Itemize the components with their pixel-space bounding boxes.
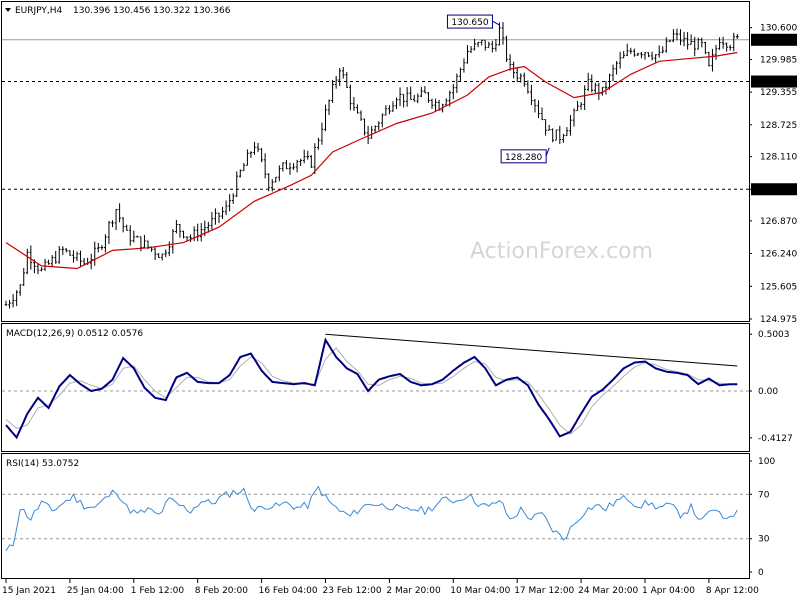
last-price-label: 130.366 xyxy=(757,36,794,46)
rsi-axis-label: 100 xyxy=(758,457,775,467)
price-axis-label: 126.240 xyxy=(760,249,797,259)
level-price-badge xyxy=(751,183,797,196)
price-axis-label: 130.600 xyxy=(760,24,797,34)
price-annotation-label: 128.280 xyxy=(505,153,542,163)
rsi-axis-label: 0 xyxy=(758,568,764,578)
macd-axis-label: 0.5003 xyxy=(758,330,790,340)
price-axis-label: 124.975 xyxy=(760,315,797,325)
price-title: EURJPY,H4 xyxy=(15,6,63,16)
x-axis-label: 24 Mar 20:00 xyxy=(578,586,638,596)
price-annotation-box xyxy=(500,149,547,164)
price-axis-label: 129.985 xyxy=(760,56,797,66)
price-axis-label: 129.355 xyxy=(760,88,797,98)
watermark: ActionForex.com xyxy=(470,239,653,264)
level-price-label: 127.480 xyxy=(757,185,794,195)
price-panel xyxy=(1,1,750,322)
price-axis-label: 125.605 xyxy=(760,282,797,292)
macd-title: MACD(12,26,9) 0.0512 0.0576 xyxy=(6,329,143,339)
level-price-badge xyxy=(751,75,797,88)
x-axis-label: 10 Mar 04:00 xyxy=(450,586,510,596)
x-axis-label: 2 Mar 20:00 xyxy=(386,586,441,596)
macd-line xyxy=(5,337,738,440)
macd-panel xyxy=(1,323,750,452)
rsi-panel xyxy=(1,453,750,579)
x-axis-label: 23 Feb 12:00 xyxy=(323,586,382,596)
x-axis-label: 17 Mar 12:00 xyxy=(514,586,574,596)
rsi-title: RSI(14) 53.0752 xyxy=(6,459,79,469)
price-axis-label: 128.725 xyxy=(760,121,797,131)
price-annotation-pointer xyxy=(545,147,550,156)
x-axis-label: 8 Feb 20:00 xyxy=(195,586,249,596)
price-annotation-pointer xyxy=(492,20,500,26)
macd-trendline xyxy=(325,333,738,367)
rsi-axis-label: 30 xyxy=(758,535,770,545)
x-axis-label: 1 Feb 12:00 xyxy=(131,586,185,596)
last-price-badge xyxy=(751,33,797,46)
rsi-line xyxy=(5,485,738,552)
x-axis-label: 16 Feb 04:00 xyxy=(259,586,318,596)
x-axis-label: 15 Jan 2021 xyxy=(2,586,56,596)
symbol-dropdown-icon[interactable] xyxy=(5,8,11,12)
macd-axis-label: 0.00 xyxy=(758,387,778,397)
price-axis-label: 126.870 xyxy=(760,217,797,227)
macd-signal-line xyxy=(5,347,738,435)
moving-average-line xyxy=(5,51,738,270)
rsi-axis-label: 70 xyxy=(758,490,770,500)
price-annotation-label: 130.650 xyxy=(451,18,488,28)
x-axis-label: 25 Jan 04:00 xyxy=(67,586,124,596)
x-axis-label: 8 Apr 12:00 xyxy=(706,586,759,596)
ohlc-header: 130.396 130.456 130.322 130.366 xyxy=(73,6,231,16)
x-axis-label: 1 Apr 04:00 xyxy=(642,586,695,596)
price-axis-label: 128.110 xyxy=(760,153,797,163)
level-price-label: 129.560 xyxy=(757,78,794,88)
macd-axis-label: -0.4127 xyxy=(758,434,793,444)
